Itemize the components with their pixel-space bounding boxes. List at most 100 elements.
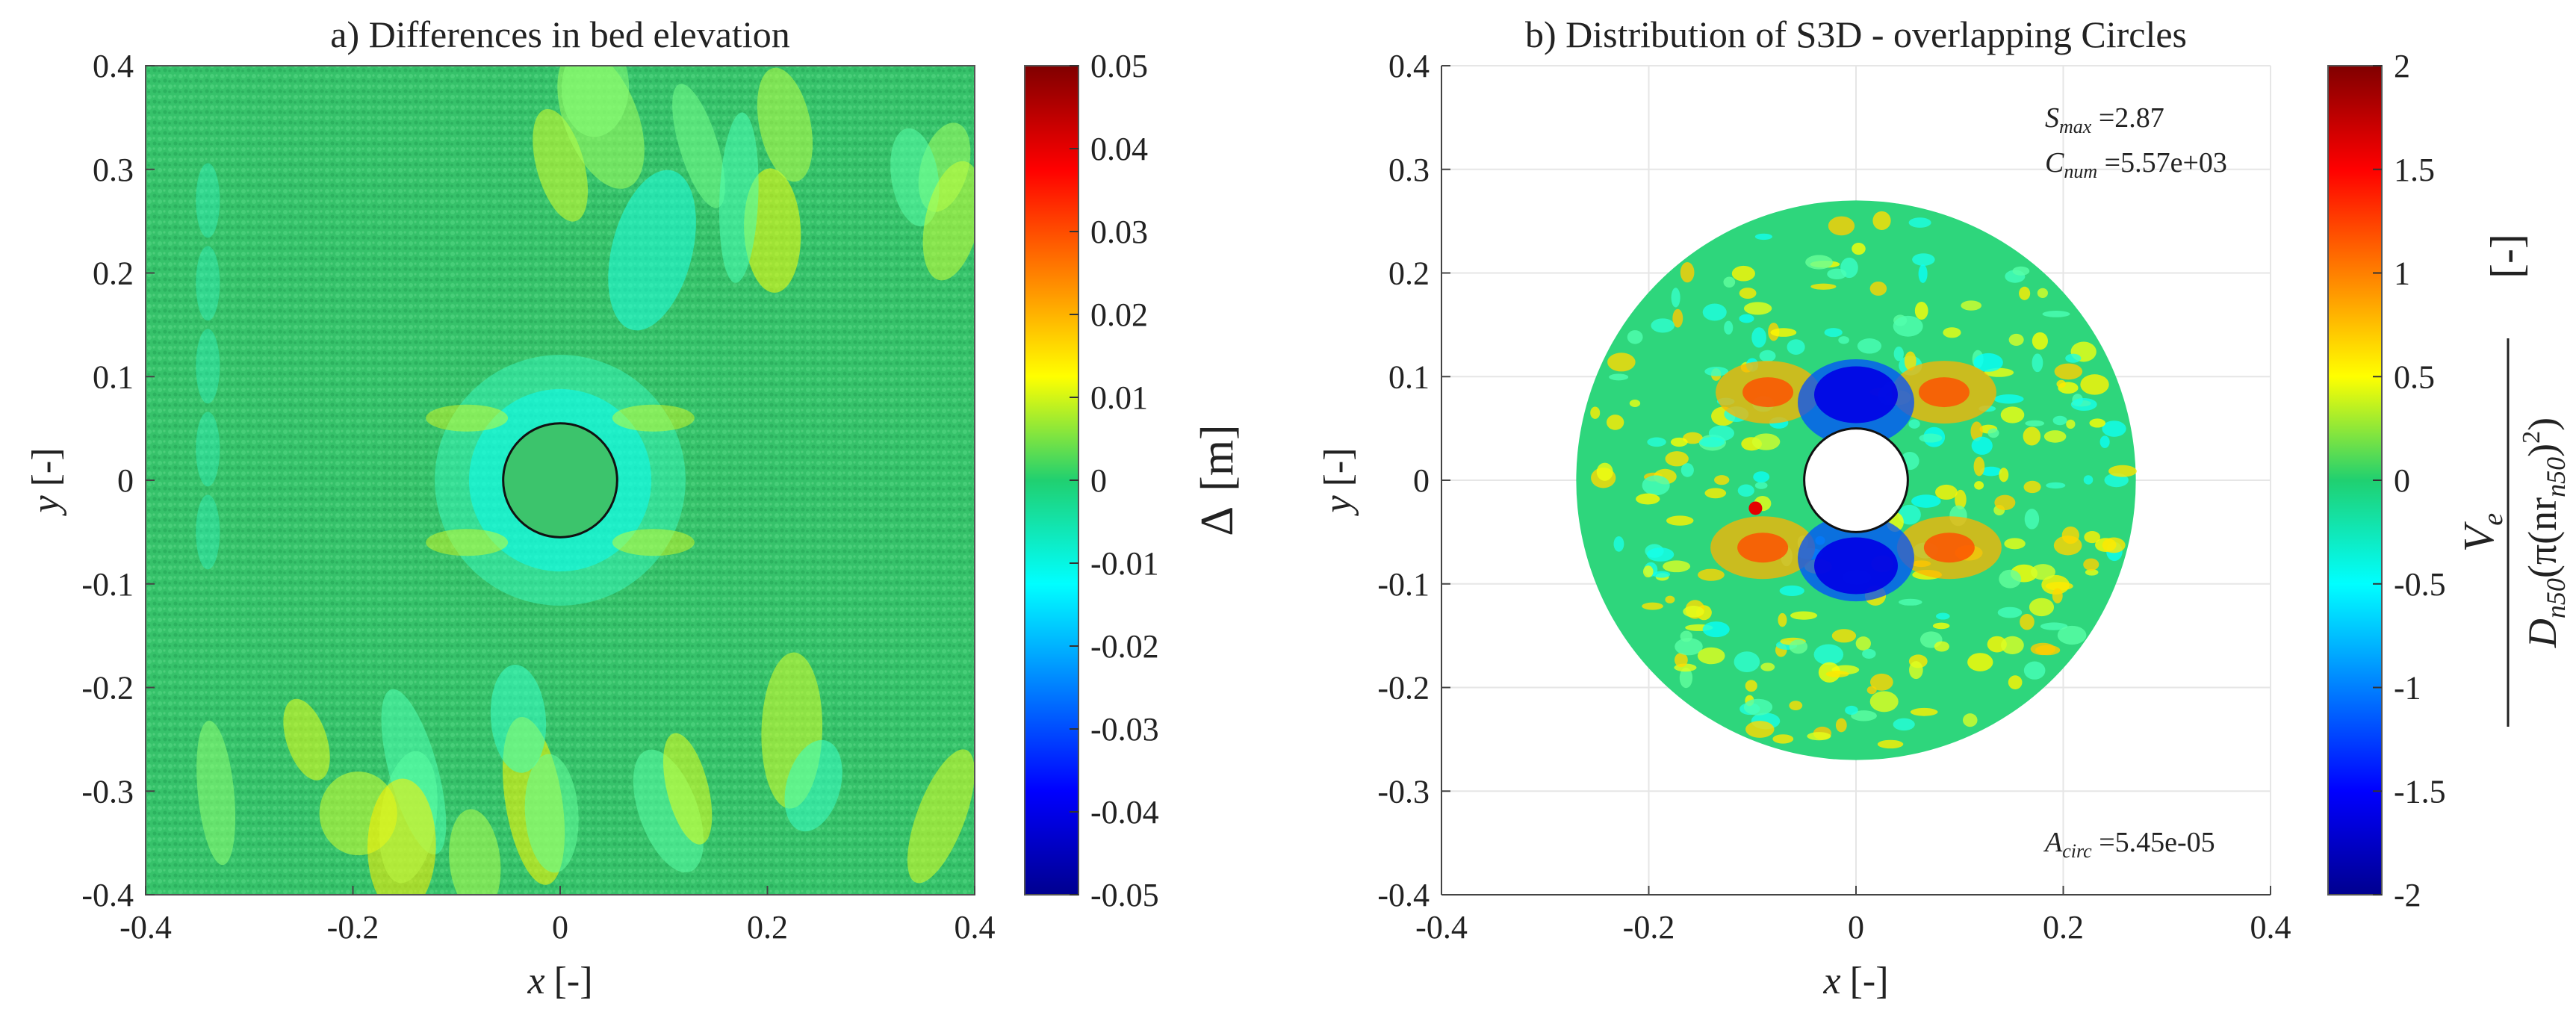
panel-b-xtick-label: -0.4 bbox=[1415, 909, 1468, 946]
panel-a-ytick-label: -0.2 bbox=[81, 670, 134, 707]
panel-b-ytick-label: 0.4 bbox=[1388, 48, 1430, 84]
panel-a-xlabel: x [-] bbox=[527, 960, 592, 1002]
panel-b-speckle bbox=[1912, 253, 1935, 266]
panel-a-colorbar-tick-label: 0.03 bbox=[1090, 214, 1148, 250]
panel-b-speckle bbox=[2043, 430, 2067, 443]
panel-a-xtick-label: 0.4 bbox=[955, 909, 996, 946]
panel-a-ripple bbox=[196, 720, 236, 866]
panel-b-speckle bbox=[2025, 420, 2045, 426]
panel-b-ytick-label: 0.3 bbox=[1388, 152, 1430, 188]
panel-b-annotation-smax: Smax =2.87 bbox=[2045, 102, 2164, 137]
panel-b-speckle bbox=[2045, 581, 2073, 591]
panel-b-speckle bbox=[1665, 451, 1689, 467]
panel-b-speckle bbox=[1908, 419, 1920, 429]
panel-b-speckle bbox=[1789, 639, 1808, 654]
panel-b-speckle bbox=[2080, 374, 2109, 395]
panel-b-colorbar-ticks: 2 1.5 1 0.5 0 -0.5 -1 -1.5 -2 bbox=[2373, 48, 2446, 913]
panel-b-speckle bbox=[2000, 406, 2025, 423]
panel-b-speckle bbox=[1607, 353, 1636, 372]
panel-a-ripple-left bbox=[196, 412, 220, 487]
panel-b-speckle bbox=[1918, 264, 1928, 283]
panel-b-speckle bbox=[1731, 265, 1755, 282]
panel-a-ripple bbox=[367, 778, 436, 895]
panel-a-axes: -0.4 -0.2 0 0.2 0.4 0.4 0.3 0.2 0.1 0 -0.1 -0.2 -0.3… bbox=[81, 48, 995, 946]
panel-b-speckle bbox=[2004, 538, 2026, 550]
panel-b-speckle bbox=[1714, 475, 1730, 485]
panel-b-deposition-core bbox=[1923, 533, 1975, 563]
panel-b-speckle bbox=[1838, 336, 1849, 344]
panel-b-speckle bbox=[1754, 482, 1768, 489]
panel-a-colorbar-tick-label: -0.02 bbox=[1090, 628, 1159, 665]
panel-a-ylabel: y [-] bbox=[25, 447, 67, 516]
panel-b-speckle bbox=[1862, 648, 1876, 659]
panel-a-xtick-label: -0.4 bbox=[120, 909, 172, 946]
panel-b-speckle bbox=[1770, 328, 1797, 337]
panel-a-pile bbox=[502, 422, 618, 539]
panel-a-colorbar-tick-label: -0.01 bbox=[1090, 545, 1159, 582]
panel-b-speckle bbox=[2037, 288, 2048, 298]
panel-b-speckle bbox=[2032, 332, 2048, 350]
panel-b-speckle bbox=[1760, 662, 1775, 671]
panel-b-speckle bbox=[1857, 338, 1882, 354]
panel-b-speckle bbox=[2019, 286, 2031, 300]
panel-b-speckle bbox=[1642, 475, 1670, 496]
panel-b-speckle bbox=[1743, 698, 1773, 716]
panel-b-speckle bbox=[1697, 568, 1725, 581]
panel-b-speckle bbox=[1680, 630, 1693, 642]
panel-a-ripple-left bbox=[196, 494, 220, 570]
panel-b-ytick-label: -0.4 bbox=[1377, 877, 1430, 913]
panel-b-speckle bbox=[1824, 328, 1843, 338]
panel-b-speckle bbox=[1778, 612, 1787, 627]
panel-b-speckle bbox=[1919, 433, 1943, 443]
panel-b-speckle bbox=[2056, 379, 2067, 388]
panel-b-deposition-core bbox=[1742, 377, 1794, 408]
panel-b-speckle bbox=[2083, 558, 2099, 571]
panel-b-speckle bbox=[2032, 353, 2043, 373]
panel-a-ripple-left bbox=[196, 163, 220, 238]
panel-b-speckle bbox=[1670, 437, 1688, 447]
panel-b-speckle bbox=[2052, 588, 2063, 603]
panel-b-speckle bbox=[1898, 504, 1921, 525]
panel-b-speckle bbox=[1743, 302, 1772, 315]
panel-a-ripple bbox=[757, 67, 813, 182]
panel-b-colorbar-tick-label: 1 bbox=[2394, 255, 2410, 292]
panel-a-ripple bbox=[784, 739, 842, 832]
panel-b-speckle bbox=[1845, 705, 1858, 715]
panel-b-speckle bbox=[1739, 314, 1754, 323]
panel-a-ripple bbox=[561, 66, 630, 137]
panel-b-speckle bbox=[2008, 333, 2024, 346]
panel-b-speckle bbox=[2030, 564, 2055, 580]
panel-b-speckle bbox=[2102, 537, 2126, 553]
panel-a-ripple bbox=[663, 733, 713, 845]
panel-b-speckle bbox=[1911, 494, 1941, 508]
panel-b-speckle bbox=[1955, 489, 1967, 510]
panel-b-speckle bbox=[1935, 612, 1950, 620]
panel-b-xlabel: x [-] bbox=[1822, 960, 1888, 1002]
panel-b-xlabel-var: x bbox=[1822, 960, 1840, 1002]
panel-b-speckle bbox=[1899, 598, 1922, 606]
panel-b-speckle bbox=[2084, 530, 2101, 544]
panel-b-peak-point bbox=[1748, 501, 1763, 515]
panel-b-speckle bbox=[1753, 471, 1770, 483]
panel-b-xlabel-unit: [-] bbox=[1850, 960, 1889, 1002]
panel-b-speckle bbox=[1934, 641, 1949, 652]
panel-a-ylabel-var: y bbox=[25, 495, 67, 517]
panel-b-speckle bbox=[2029, 598, 2055, 617]
panel-b-speckle bbox=[1852, 242, 1866, 255]
panel-b-speckle bbox=[1636, 493, 1660, 505]
panel-a-ripple-left bbox=[196, 329, 220, 404]
panel-b-speckle bbox=[1855, 636, 1872, 651]
panel-a-deposition-arm bbox=[426, 529, 509, 556]
panel-b-colorbar-tick-label: 2 bbox=[2394, 48, 2410, 84]
panel-b-speckle bbox=[1698, 437, 1725, 447]
panel-b-speckle bbox=[1683, 432, 1703, 444]
panel-a-colorbar-tick-label: 0.04 bbox=[1090, 131, 1148, 167]
panel-a-ripple bbox=[719, 112, 759, 283]
panel-b-speckle bbox=[1734, 651, 1760, 673]
panel-a-ytick-label: 0.2 bbox=[93, 255, 134, 292]
panel-b-speckle bbox=[1675, 638, 1703, 656]
panel-b-speckle bbox=[1974, 481, 1984, 490]
panel-b-speckle bbox=[1870, 673, 1893, 691]
panel-b-speckle bbox=[2024, 509, 2040, 530]
